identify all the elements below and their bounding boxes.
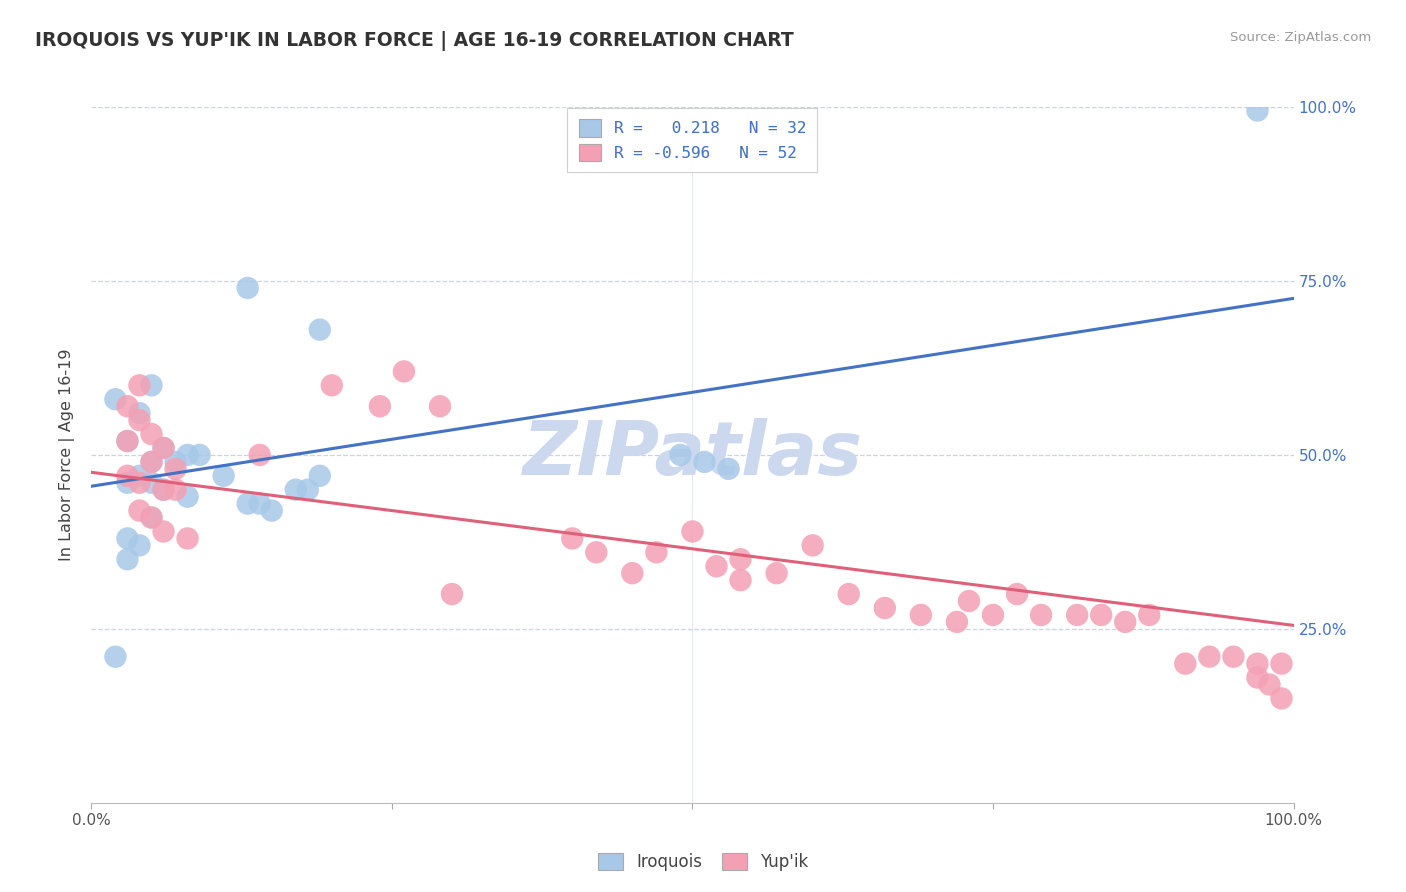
Point [440, 587, 463, 601]
Point [152, 483, 174, 497]
Point [297, 483, 319, 497]
Point [1029, 607, 1052, 622]
Point [561, 532, 583, 546]
Point [910, 607, 932, 622]
Point [730, 552, 752, 566]
Point [176, 532, 198, 546]
Point [117, 475, 139, 490]
Text: ZIPatlas: ZIPatlas [523, 418, 862, 491]
Point [117, 468, 139, 483]
Point [188, 448, 211, 462]
Point [1114, 615, 1136, 629]
Point [1174, 657, 1197, 671]
Point [1090, 607, 1112, 622]
Point [1258, 677, 1281, 691]
Point [128, 406, 150, 420]
Point [429, 399, 451, 413]
Text: IROQUOIS VS YUP'IK IN LABOR FORCE | AGE 16-19 CORRELATION CHART: IROQUOIS VS YUP'IK IN LABOR FORCE | AGE … [35, 31, 794, 51]
Point [260, 503, 283, 517]
Point [128, 538, 150, 552]
Point [669, 448, 692, 462]
Point [730, 573, 752, 587]
Point [249, 448, 271, 462]
Point [176, 490, 198, 504]
Point [176, 448, 198, 462]
Point [645, 545, 668, 559]
Point [1137, 607, 1160, 622]
Point [117, 399, 139, 413]
Point [128, 378, 150, 392]
Point [104, 392, 127, 407]
Point [165, 483, 187, 497]
Point [717, 462, 740, 476]
Point [681, 524, 703, 539]
Point [152, 524, 174, 539]
Point [141, 510, 163, 524]
Point [765, 566, 787, 581]
Point [1246, 657, 1268, 671]
Point [1005, 587, 1028, 601]
Point [392, 364, 415, 378]
Point [236, 281, 259, 295]
Point [1246, 103, 1268, 118]
Point [1246, 671, 1268, 685]
Point [321, 378, 343, 392]
Point [1270, 657, 1292, 671]
Point [117, 532, 139, 546]
Point [117, 434, 139, 448]
Point [368, 399, 391, 413]
Point [104, 649, 127, 664]
Point [1066, 607, 1088, 622]
Point [308, 468, 330, 483]
Point [128, 475, 150, 490]
Point [981, 607, 1004, 622]
Point [236, 497, 259, 511]
Point [946, 615, 969, 629]
Point [957, 594, 980, 608]
Point [141, 455, 163, 469]
Point [165, 455, 187, 469]
Point [873, 601, 896, 615]
Point [165, 462, 187, 476]
Point [249, 497, 271, 511]
Point [621, 566, 644, 581]
Point [128, 503, 150, 517]
Point [308, 323, 330, 337]
Point [212, 468, 235, 483]
Point [128, 468, 150, 483]
Point [141, 378, 163, 392]
Point [693, 455, 716, 469]
Point [141, 455, 163, 469]
Y-axis label: In Labor Force | Age 16-19: In Labor Force | Age 16-19 [59, 349, 76, 561]
Point [801, 538, 824, 552]
Point [838, 587, 860, 601]
Point [152, 441, 174, 455]
Legend: Iroquois, Yup'ik: Iroquois, Yup'ik [589, 845, 817, 880]
Legend: R =   0.218   N = 32, R = -0.596   N = 52: R = 0.218 N = 32, R = -0.596 N = 52 [568, 108, 817, 172]
Point [128, 413, 150, 427]
Point [141, 427, 163, 442]
Point [141, 510, 163, 524]
Point [1198, 649, 1220, 664]
Point [141, 475, 163, 490]
Point [117, 552, 139, 566]
Point [1222, 649, 1244, 664]
Point [706, 559, 728, 574]
Point [1270, 691, 1292, 706]
Point [152, 483, 174, 497]
Point [117, 434, 139, 448]
Point [152, 441, 174, 455]
Point [284, 483, 307, 497]
Text: Source: ZipAtlas.com: Source: ZipAtlas.com [1230, 31, 1371, 45]
Point [585, 545, 607, 559]
